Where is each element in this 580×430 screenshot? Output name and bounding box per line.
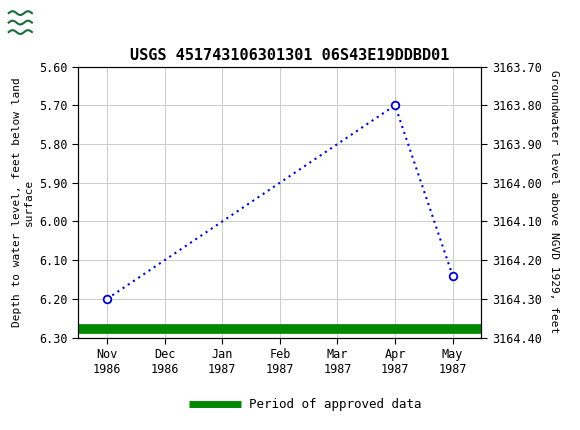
Text: USGS: USGS bbox=[70, 13, 129, 32]
Y-axis label: Depth to water level, feet below land
surface: Depth to water level, feet below land su… bbox=[12, 77, 34, 327]
Text: USGS 451743106301301 06S43E19DDBD01: USGS 451743106301301 06S43E19DDBD01 bbox=[130, 48, 450, 62]
Y-axis label: Groundwater level above NGVD 1929, feet: Groundwater level above NGVD 1929, feet bbox=[549, 71, 559, 334]
Text: Period of approved data: Period of approved data bbox=[249, 398, 422, 411]
FancyBboxPatch shape bbox=[6, 3, 64, 42]
